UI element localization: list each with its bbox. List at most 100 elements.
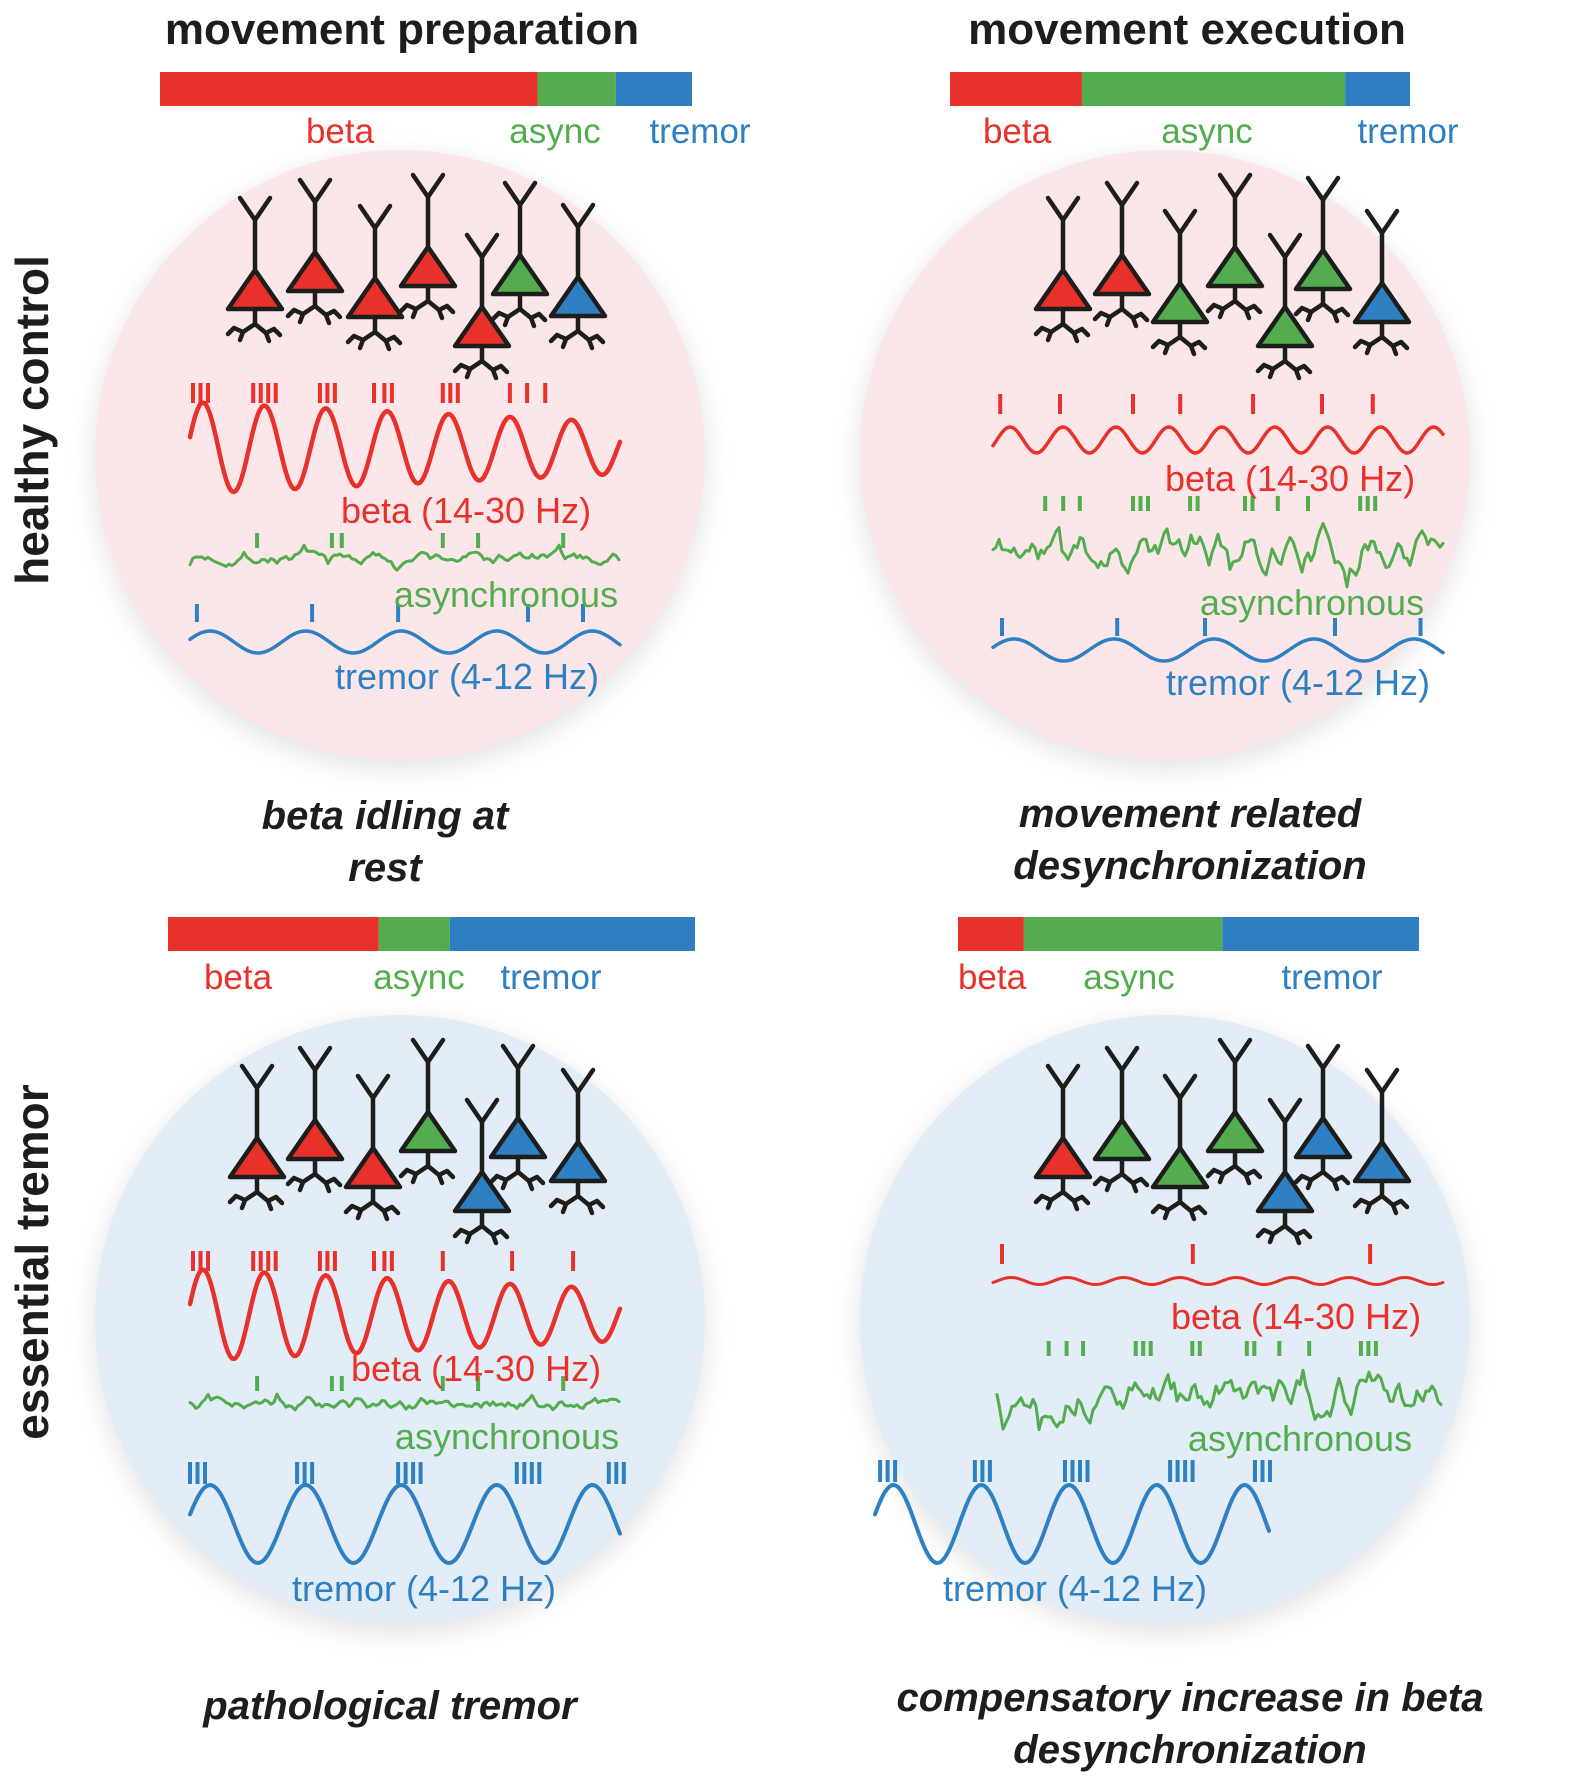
pyramidal-neuron-green (398, 1037, 458, 1186)
bar-label-beta-q1: beta (982, 112, 1052, 151)
population-circle-healthy-execution (860, 150, 1470, 760)
neuron-dendrites (225, 195, 283, 344)
red-trace (991, 1244, 1445, 1286)
blue-trace (188, 604, 622, 655)
blue-trace (873, 1460, 1272, 1565)
neuron-dendrites (1293, 175, 1351, 324)
proportion-bar-segment-red (168, 917, 379, 951)
neuron-soma (1293, 247, 1353, 292)
pyramidal-neuron-red (343, 1073, 403, 1222)
pyramidal-neuron-green (1205, 172, 1265, 321)
neuron-soma (285, 1117, 345, 1162)
pyramidal-neuron-blue (548, 1067, 608, 1216)
caption-line: desynchronization (1013, 1728, 1367, 1772)
neuron-dendrites (488, 1043, 546, 1192)
green-oscillation-wave (995, 1368, 1443, 1432)
pyramidal-neuron-green (1255, 232, 1315, 381)
pyramidal-neuron-blue (1352, 1067, 1412, 1216)
neuron-soma (1092, 1117, 1152, 1162)
blue-oscillation-wave (873, 1483, 1271, 1565)
neuron-dendrites (1255, 1097, 1313, 1246)
neuron-soma (343, 1145, 403, 1190)
trace-label-tremor-q1: tremor (4-12 Hz) (1165, 662, 1431, 703)
caption-line: rest (348, 846, 422, 890)
neuron-soma (285, 249, 345, 294)
neuron-soma (345, 275, 405, 320)
pyramidal-neuron-blue (548, 202, 608, 351)
neuron-soma (490, 252, 550, 297)
pyramidal-neuron-red (225, 195, 285, 344)
neuron-dendrites (1150, 208, 1208, 357)
neuron-dendrites (548, 1067, 606, 1216)
neuron-soma (452, 304, 512, 349)
proportion-bar-segment-green (378, 917, 450, 951)
pyramidal-neuron-red (452, 232, 512, 381)
red-oscillation-wave (991, 425, 1445, 455)
pyramidal-neuron-blue (1352, 208, 1412, 357)
neuron-soma (1293, 1115, 1353, 1160)
caption-q0: beta idling at rest (262, 790, 509, 894)
bar-label-async-q2: async (373, 958, 465, 997)
neuron-soma (1352, 1139, 1412, 1184)
trace-label-tremor-q0: tremor (4-12 Hz) (334, 656, 600, 697)
pyramidal-neuron-red (285, 177, 345, 326)
caption-line: desynchronization (1013, 844, 1367, 888)
neuron-soma (1150, 1145, 1210, 1190)
caption-line: beta idling at (261, 794, 509, 838)
pyramidal-neuron-red (227, 1063, 287, 1212)
bar-label-beta-q0: beta (305, 112, 375, 151)
population-circle-tremor-execution (860, 1015, 1470, 1625)
blue-oscillation-wave (188, 1483, 622, 1565)
neuron-dendrites (345, 203, 403, 352)
pyramidal-neuron-blue (488, 1043, 548, 1192)
neuron-soma (1255, 304, 1315, 349)
trace-label-beta-q0: beta (14-30 Hz) (340, 490, 592, 531)
proportion-bar-segment-red (950, 72, 1082, 106)
trace-label-tremor-q3: tremor (4-12 Hz) (942, 1568, 1208, 1609)
trace-label-beta-q1: beta (14-30 Hz) (1164, 458, 1416, 499)
green-oscillation-wave (188, 1392, 621, 1412)
proportion-bar-segment-blue (615, 72, 692, 106)
pyramidal-neuron-red (345, 203, 405, 352)
neuron-dendrites (227, 1063, 285, 1212)
neuron-soma (1033, 1135, 1093, 1180)
red-oscillation-wave (991, 1276, 1445, 1286)
bar-label-beta-q3: beta (957, 958, 1027, 997)
neuron-soma (1205, 244, 1265, 289)
bar-label-beta-q2: beta (203, 958, 273, 997)
neuron-soma (1205, 1109, 1265, 1154)
red-oscillation-wave (187, 400, 623, 495)
row-label-essential-tremor: essential tremor (6, 1084, 58, 1440)
neuron-dendrites (1092, 180, 1150, 329)
blue-oscillation-wave (188, 629, 622, 655)
neuron-dendrites (1352, 208, 1410, 357)
green-oscillation-wave (991, 522, 1445, 589)
neuron-soma (1033, 267, 1093, 312)
pyramidal-neuron-green (1092, 1045, 1152, 1194)
neuron-soma (1352, 280, 1412, 325)
pyramidal-neuron-red (1092, 180, 1152, 329)
green-trace (995, 1341, 1443, 1432)
neuron-dendrites (1150, 1073, 1208, 1222)
neuron-soma (488, 1115, 548, 1160)
pyramidal-neuron-green (490, 180, 550, 329)
red-trace (187, 383, 623, 495)
proportion-bar-segment-blue (1222, 917, 1419, 951)
trace-label-beta-q3: beta (14-30 Hz) (1170, 1296, 1422, 1337)
neuron-dendrites (285, 1045, 343, 1194)
neuron-dendrites (398, 172, 456, 321)
neuron-dendrites (452, 232, 510, 381)
green-trace (991, 496, 1445, 589)
trace-label-asynchronous-q1: asynchronous (1199, 582, 1425, 623)
pyramidal-neuron-green (1150, 1073, 1210, 1222)
trace-label-asynchronous-q3: asynchronous (1187, 1418, 1413, 1459)
trace-label-asynchronous-q2: asynchronous (394, 1416, 620, 1457)
neuron-soma (548, 274, 608, 319)
caption-line: pathological tremor (203, 1684, 577, 1728)
bar-label-async-q1: async (1161, 112, 1253, 151)
neuron-dendrites (490, 180, 548, 329)
neuron-dendrites (1255, 232, 1313, 381)
bar-label-tremor-q3: tremor (1281, 958, 1383, 997)
